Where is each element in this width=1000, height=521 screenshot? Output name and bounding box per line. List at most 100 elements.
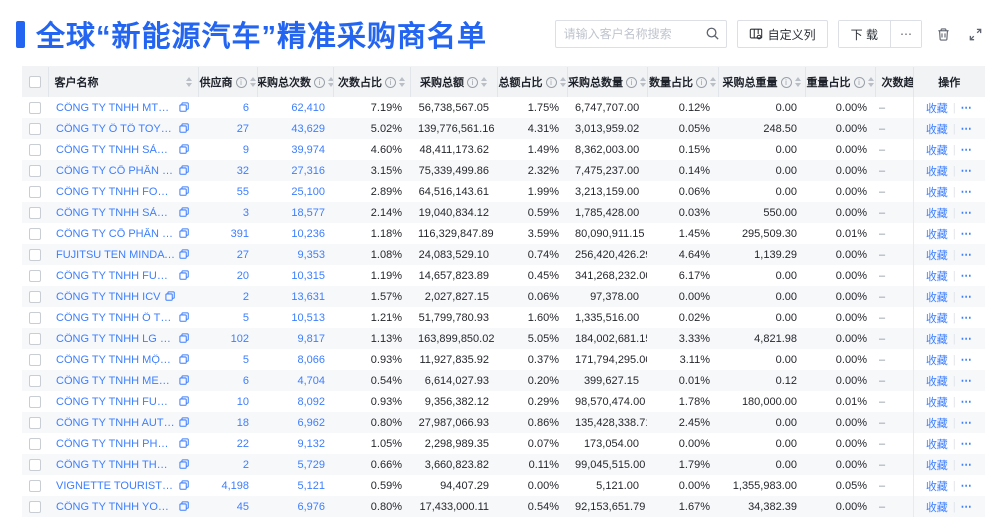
- row-checkbox[interactable]: [29, 164, 41, 177]
- copy-icon[interactable]: [179, 375, 190, 386]
- customer-name-link[interactable]: CÔNG TY TNHH ICV: [56, 290, 161, 303]
- customize-columns-button[interactable]: 自定义列: [736, 20, 828, 48]
- purchase-times-cell[interactable]: 13,631: [291, 290, 325, 303]
- favorite-button[interactable]: 收藏: [925, 186, 948, 199]
- favorite-button[interactable]: 收藏: [925, 291, 948, 304]
- copy-icon[interactable]: [179, 186, 190, 197]
- sort-icon[interactable]: [794, 77, 801, 87]
- row-checkbox[interactable]: [29, 458, 41, 471]
- row-checkbox[interactable]: [29, 479, 41, 492]
- customer-name-link[interactable]: VIGNETTE TOURISTIQUE G UNI...: [56, 479, 175, 492]
- row-more-button[interactable]: ⋯: [960, 249, 973, 261]
- row-checkbox[interactable]: [29, 416, 41, 429]
- row-checkbox[interactable]: [29, 143, 41, 156]
- row-checkbox[interactable]: [29, 227, 41, 240]
- customer-name-link[interactable]: CÔNG TY CỔ PHẦN SẢN XUẤT...: [56, 164, 175, 177]
- copy-icon[interactable]: [179, 438, 190, 449]
- copy-icon[interactable]: [179, 228, 190, 239]
- row-checkbox[interactable]: [29, 374, 41, 387]
- favorite-button[interactable]: 收藏: [925, 459, 948, 472]
- copy-icon[interactable]: [179, 144, 190, 155]
- favorite-button[interactable]: 收藏: [925, 417, 948, 430]
- download-more-button[interactable]: ⋯: [890, 21, 921, 47]
- copy-icon[interactable]: [179, 333, 190, 344]
- customer-name-link[interactable]: CÔNG TY TNHH AUTEL VIỆT N...: [56, 416, 175, 429]
- sort-icon[interactable]: [399, 77, 405, 87]
- favorite-button[interactable]: 收藏: [925, 249, 948, 262]
- row-more-button[interactable]: ⋯: [960, 312, 973, 324]
- row-checkbox[interactable]: [29, 248, 41, 261]
- favorite-button[interactable]: 收藏: [925, 333, 948, 346]
- copy-icon[interactable]: [179, 396, 190, 407]
- copy-icon[interactable]: [179, 501, 190, 512]
- copy-icon[interactable]: [179, 102, 190, 113]
- purchase-times-cell[interactable]: 27,316: [291, 164, 325, 177]
- row-checkbox[interactable]: [29, 500, 41, 513]
- select-all-checkbox[interactable]: [28, 76, 41, 89]
- favorite-button[interactable]: 收藏: [925, 312, 948, 325]
- customer-name-link[interactable]: CÔNG TY Ô TÔ TOYOTA VIỆT ...: [56, 122, 175, 135]
- row-more-button[interactable]: ⋯: [960, 186, 973, 198]
- customer-name-link[interactable]: CÔNG TY TNHH MỘT THÀNH V...: [56, 353, 175, 366]
- customer-name-link[interactable]: CÔNG TY TNHH THN AUTOPAR...: [56, 458, 175, 471]
- row-more-button[interactable]: ⋯: [960, 417, 973, 429]
- favorite-button[interactable]: 收藏: [925, 144, 948, 157]
- row-checkbox[interactable]: [29, 395, 41, 408]
- copy-icon[interactable]: [179, 270, 190, 281]
- customer-name-link[interactable]: CÔNG TY TNHH SẢN XUẤT VÀ ...: [56, 143, 175, 156]
- favorite-button[interactable]: 收藏: [925, 438, 948, 451]
- copy-icon[interactable]: [179, 123, 190, 134]
- row-more-button[interactable]: ⋯: [960, 438, 973, 450]
- search-input[interactable]: [554, 20, 727, 48]
- favorite-button[interactable]: 收藏: [925, 102, 948, 115]
- customer-name-link[interactable]: CÔNG TY TNHH YOKOWO VIỆT...: [56, 500, 175, 513]
- purchase-times-cell[interactable]: 10,236: [291, 227, 325, 240]
- purchase-times-cell[interactable]: 8,092: [297, 395, 325, 408]
- favorite-button[interactable]: 收藏: [925, 228, 948, 241]
- row-more-button[interactable]: ⋯: [960, 354, 973, 366]
- row-checkbox[interactable]: [29, 206, 41, 219]
- row-more-button[interactable]: ⋯: [960, 228, 973, 240]
- row-more-button[interactable]: ⋯: [960, 270, 973, 282]
- purchase-times-cell[interactable]: 39,974: [291, 143, 325, 156]
- row-more-button[interactable]: ⋯: [960, 459, 973, 471]
- favorite-button[interactable]: 收藏: [925, 396, 948, 409]
- purchase-times-cell[interactable]: 6,962: [297, 416, 325, 429]
- copy-icon[interactable]: [179, 480, 190, 491]
- favorite-button[interactable]: 收藏: [925, 354, 948, 367]
- customer-name-link[interactable]: CÔNG TY TNHH FURUKAWA A...: [56, 395, 175, 408]
- row-more-button[interactable]: ⋯: [960, 102, 973, 114]
- fullscreen-button[interactable]: [964, 23, 986, 45]
- copy-icon[interactable]: [179, 312, 190, 323]
- favorite-button[interactable]: 收藏: [925, 123, 948, 136]
- customer-name-link[interactable]: CÔNG TY TNHH FORD VIỆT NAM: [56, 185, 175, 198]
- purchase-times-cell[interactable]: 9,132: [297, 437, 325, 450]
- delete-button[interactable]: [932, 23, 954, 45]
- purchase-times-cell[interactable]: 5,729: [297, 458, 325, 471]
- download-button[interactable]: 下 载: [838, 21, 890, 47]
- customer-name-link[interactable]: CÔNG TY TNHH FURUKAWA A...: [56, 269, 175, 282]
- purchase-times-cell[interactable]: 10,513: [291, 311, 325, 324]
- copy-icon[interactable]: [179, 417, 190, 428]
- copy-icon[interactable]: [179, 249, 190, 260]
- copy-icon[interactable]: [179, 459, 190, 470]
- row-checkbox[interactable]: [29, 122, 41, 135]
- row-checkbox[interactable]: [29, 311, 41, 324]
- row-more-button[interactable]: ⋯: [960, 291, 973, 303]
- sort-icon[interactable]: [328, 77, 332, 87]
- favorite-button[interactable]: 收藏: [925, 480, 948, 493]
- sort-icon[interactable]: [710, 77, 716, 87]
- row-more-button[interactable]: ⋯: [960, 396, 973, 408]
- purchase-times-cell[interactable]: 8,066: [297, 353, 325, 366]
- purchase-times-cell[interactable]: 5,121: [297, 479, 325, 492]
- purchase-times-cell[interactable]: 9,353: [297, 248, 325, 261]
- favorite-button[interactable]: 收藏: [925, 165, 948, 178]
- sort-icon[interactable]: [640, 77, 646, 87]
- copy-icon[interactable]: [179, 354, 190, 365]
- customer-name-link[interactable]: CÔNG TY TNHH LG ELECTRON...: [56, 332, 175, 345]
- row-checkbox[interactable]: [29, 437, 41, 450]
- row-checkbox[interactable]: [29, 290, 41, 303]
- row-more-button[interactable]: ⋯: [960, 333, 973, 345]
- search-icon[interactable]: [705, 26, 720, 46]
- customer-name-link[interactable]: FUJITSU TEN MINDA INDIA PVT...: [56, 248, 175, 261]
